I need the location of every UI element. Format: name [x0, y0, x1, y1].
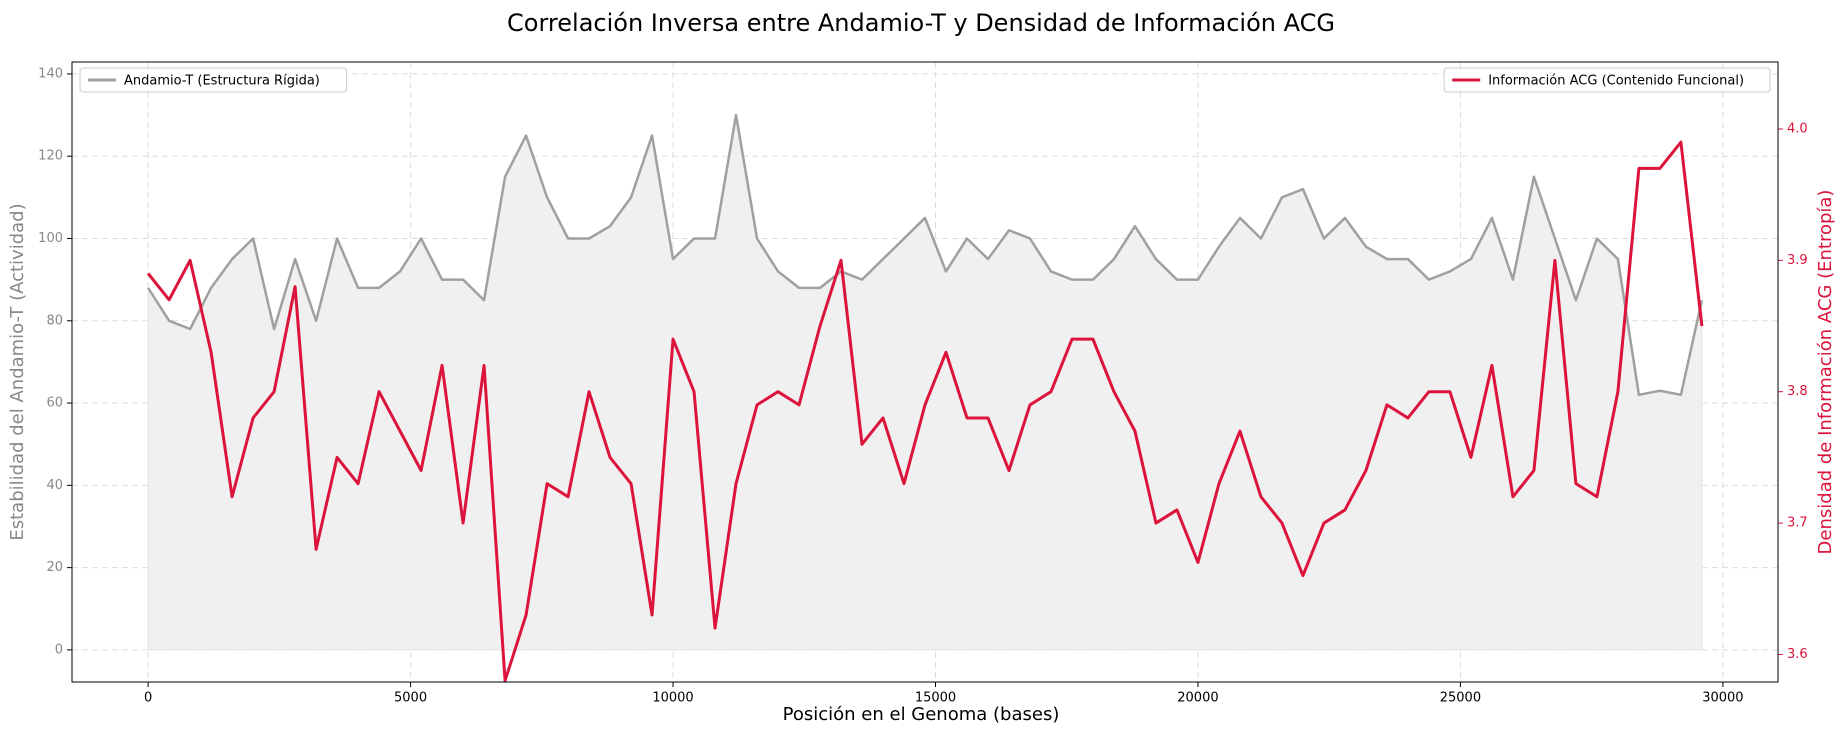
- legend: Información ACG (Contenido Funcional): [1443, 67, 1771, 93]
- y2-tick-label: 3.9: [1787, 253, 1808, 268]
- chart-title: Correlación Inversa entre Andamio-T y De…: [507, 9, 1335, 37]
- y2-axis-label: Densidad de Información ACG (Entropía): [1815, 190, 1836, 555]
- y-tick-label: 60: [46, 396, 63, 411]
- x-axis-label: Posición en el Genoma (bases): [783, 704, 1060, 725]
- legend-box: [79, 67, 348, 93]
- legend-box: [1443, 67, 1771, 93]
- y-axis-label: Estabilidad del Andamio-T (Actividad): [7, 203, 28, 540]
- y2-tick-label: 3.8: [1787, 384, 1808, 399]
- y-tick-label: 120: [38, 149, 63, 164]
- x-tick-label: 0: [144, 691, 152, 706]
- y-tick-label: 0: [55, 642, 63, 657]
- legend-label: Andamio-T (Estructura Rígida): [124, 74, 320, 89]
- line: [146, 140, 1704, 683]
- y2-tick-label: 3.7: [1787, 516, 1808, 531]
- line: [147, 113, 1704, 397]
- legend: Andamio-T (Estructura Rígida): [79, 67, 348, 93]
- y-tick-label: 80: [46, 313, 63, 328]
- area: [147, 114, 1703, 651]
- legend-label: Información ACG (Contenido Funcional): [1488, 74, 1744, 89]
- x-tick-label: 10000: [652, 691, 693, 706]
- y-tick-label: 140: [38, 66, 63, 81]
- y-tick-label: 20: [46, 560, 63, 575]
- y2-tick-label: 4.0: [1787, 121, 1808, 136]
- plot-frame: [71, 61, 1779, 683]
- x-tick-label: 30000: [1702, 691, 1743, 706]
- y-tick-label: 100: [38, 231, 63, 246]
- x-tick-label: 15000: [915, 691, 956, 706]
- x-tick-label: 20000: [1177, 691, 1218, 706]
- y2-tick-label: 3.6: [1787, 647, 1808, 662]
- x-tick-label: 25000: [1440, 691, 1481, 706]
- x-tick-label: 5000: [394, 691, 427, 706]
- y-tick-label: 40: [46, 478, 63, 493]
